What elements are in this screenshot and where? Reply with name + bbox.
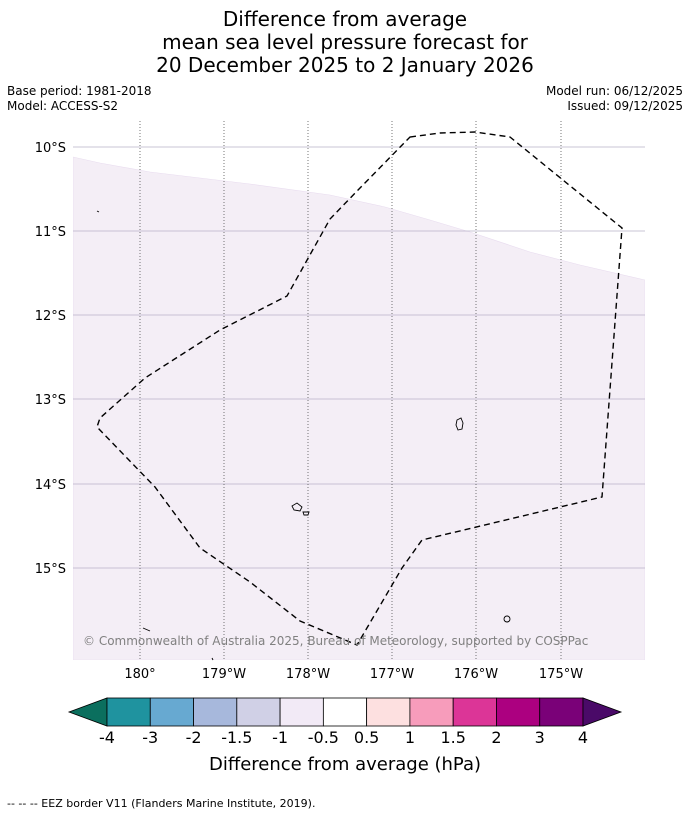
lon-label-175w: 175°W	[539, 667, 583, 682]
lon-label-178w: 178°W	[286, 667, 330, 682]
colorbar-segment	[409, 697, 454, 727]
colorbar-tick-label: -4	[99, 728, 115, 747]
colorbar-tick-label: 1	[405, 728, 415, 747]
colorbar-segment	[193, 697, 238, 727]
island-futuna	[291, 502, 303, 512]
lat-label-14s: 14°S	[35, 478, 66, 493]
colorbar-title: Difference from average (hPa)	[209, 754, 481, 775]
colorbar-segment	[236, 697, 281, 727]
lat-label-11s: 11°S	[35, 225, 66, 240]
meta-left: Base period: 1981-2018 Model: ACCESS-S2	[7, 84, 152, 114]
anomaly-shade-region	[73, 156, 645, 660]
colorbar-extend-high	[582, 697, 623, 727]
lon-label-176w: 176°W	[454, 667, 498, 682]
colorbar-tick-label: 3	[535, 728, 545, 747]
island-niuafoou	[503, 615, 511, 623]
eez-legend-note: -- -- -- EEZ border V11 (Flanders Marine…	[7, 797, 316, 810]
colorbar-segment	[279, 697, 324, 727]
colorbar-extend-low	[67, 697, 108, 727]
colorbar-ticks: -4 -3 -2 -1.5 -1 -0.5 0.5 1 1.5 2 3 4	[99, 728, 588, 747]
copyright-text: © Commonwealth of Australia 2025, Bureau…	[83, 634, 588, 648]
colorbar-tick-label: -0.5	[308, 728, 339, 747]
lon-labels: 180° 179°W 178°W 177°W 176°W 175°W	[124, 667, 583, 682]
lon-label-180: 180°	[124, 667, 155, 682]
base-period: Base period: 1981-2018	[7, 84, 152, 98]
island-wallis	[455, 417, 464, 431]
meta-right: Model run: 06/12/2025 Issued: 09/12/2025	[546, 84, 683, 114]
colorbar-tick-label: -2	[186, 728, 202, 747]
lat-label-13s: 13°S	[35, 393, 66, 408]
model-run: Model run: 06/12/2025	[545, 84, 683, 98]
lat-label-10s: 10°S	[35, 141, 66, 156]
colorbar-tick-label: -1.5	[221, 728, 252, 747]
island-west-1	[96, 210, 100, 213]
colorbar-segment	[149, 697, 194, 727]
colorbar-tick-label: 0.5	[354, 728, 379, 747]
colorbar-tick-label: -1	[272, 728, 288, 747]
island-west-2	[142, 627, 151, 632]
issued-date: Issued: 09/12/2025	[567, 99, 683, 113]
lat-label-12s: 12°S	[35, 309, 66, 324]
lat-label-15s: 15°S	[35, 562, 66, 577]
colorbar-segment	[322, 697, 368, 727]
lon-label-177w: 177°W	[370, 667, 414, 682]
title-line-3: 20 December 2025 to 2 January 2026	[156, 53, 534, 77]
colorbar-segment	[106, 697, 151, 727]
lat-gridlines	[73, 146, 645, 569]
lon-label-179w: 179°W	[202, 667, 246, 682]
colorbar-segment	[366, 697, 411, 727]
title-line-2: mean sea level pressure forecast for	[162, 30, 528, 54]
lat-labels: 10°S 11°S 12°S 13°S 14°S 15°S	[35, 141, 66, 577]
colorbar-tick-label: -3	[142, 728, 158, 747]
islands	[96, 210, 511, 661]
model-name: Model: ACCESS-S2	[7, 99, 119, 113]
colorbar	[67, 697, 623, 727]
title-line-1: Difference from average	[222, 7, 468, 31]
colorbar-segment	[496, 697, 541, 727]
island-south-1	[211, 657, 214, 661]
colorbar-tick-label: 2	[491, 728, 501, 747]
colorbar-tick-label: 4	[578, 728, 588, 747]
colorbar-tick-label: 1.5	[440, 728, 465, 747]
chart-title: Difference from average mean sea level p…	[0, 8, 690, 77]
colorbar-segment	[452, 697, 497, 727]
island-alofi	[302, 511, 310, 516]
colorbar-segment	[539, 697, 584, 727]
